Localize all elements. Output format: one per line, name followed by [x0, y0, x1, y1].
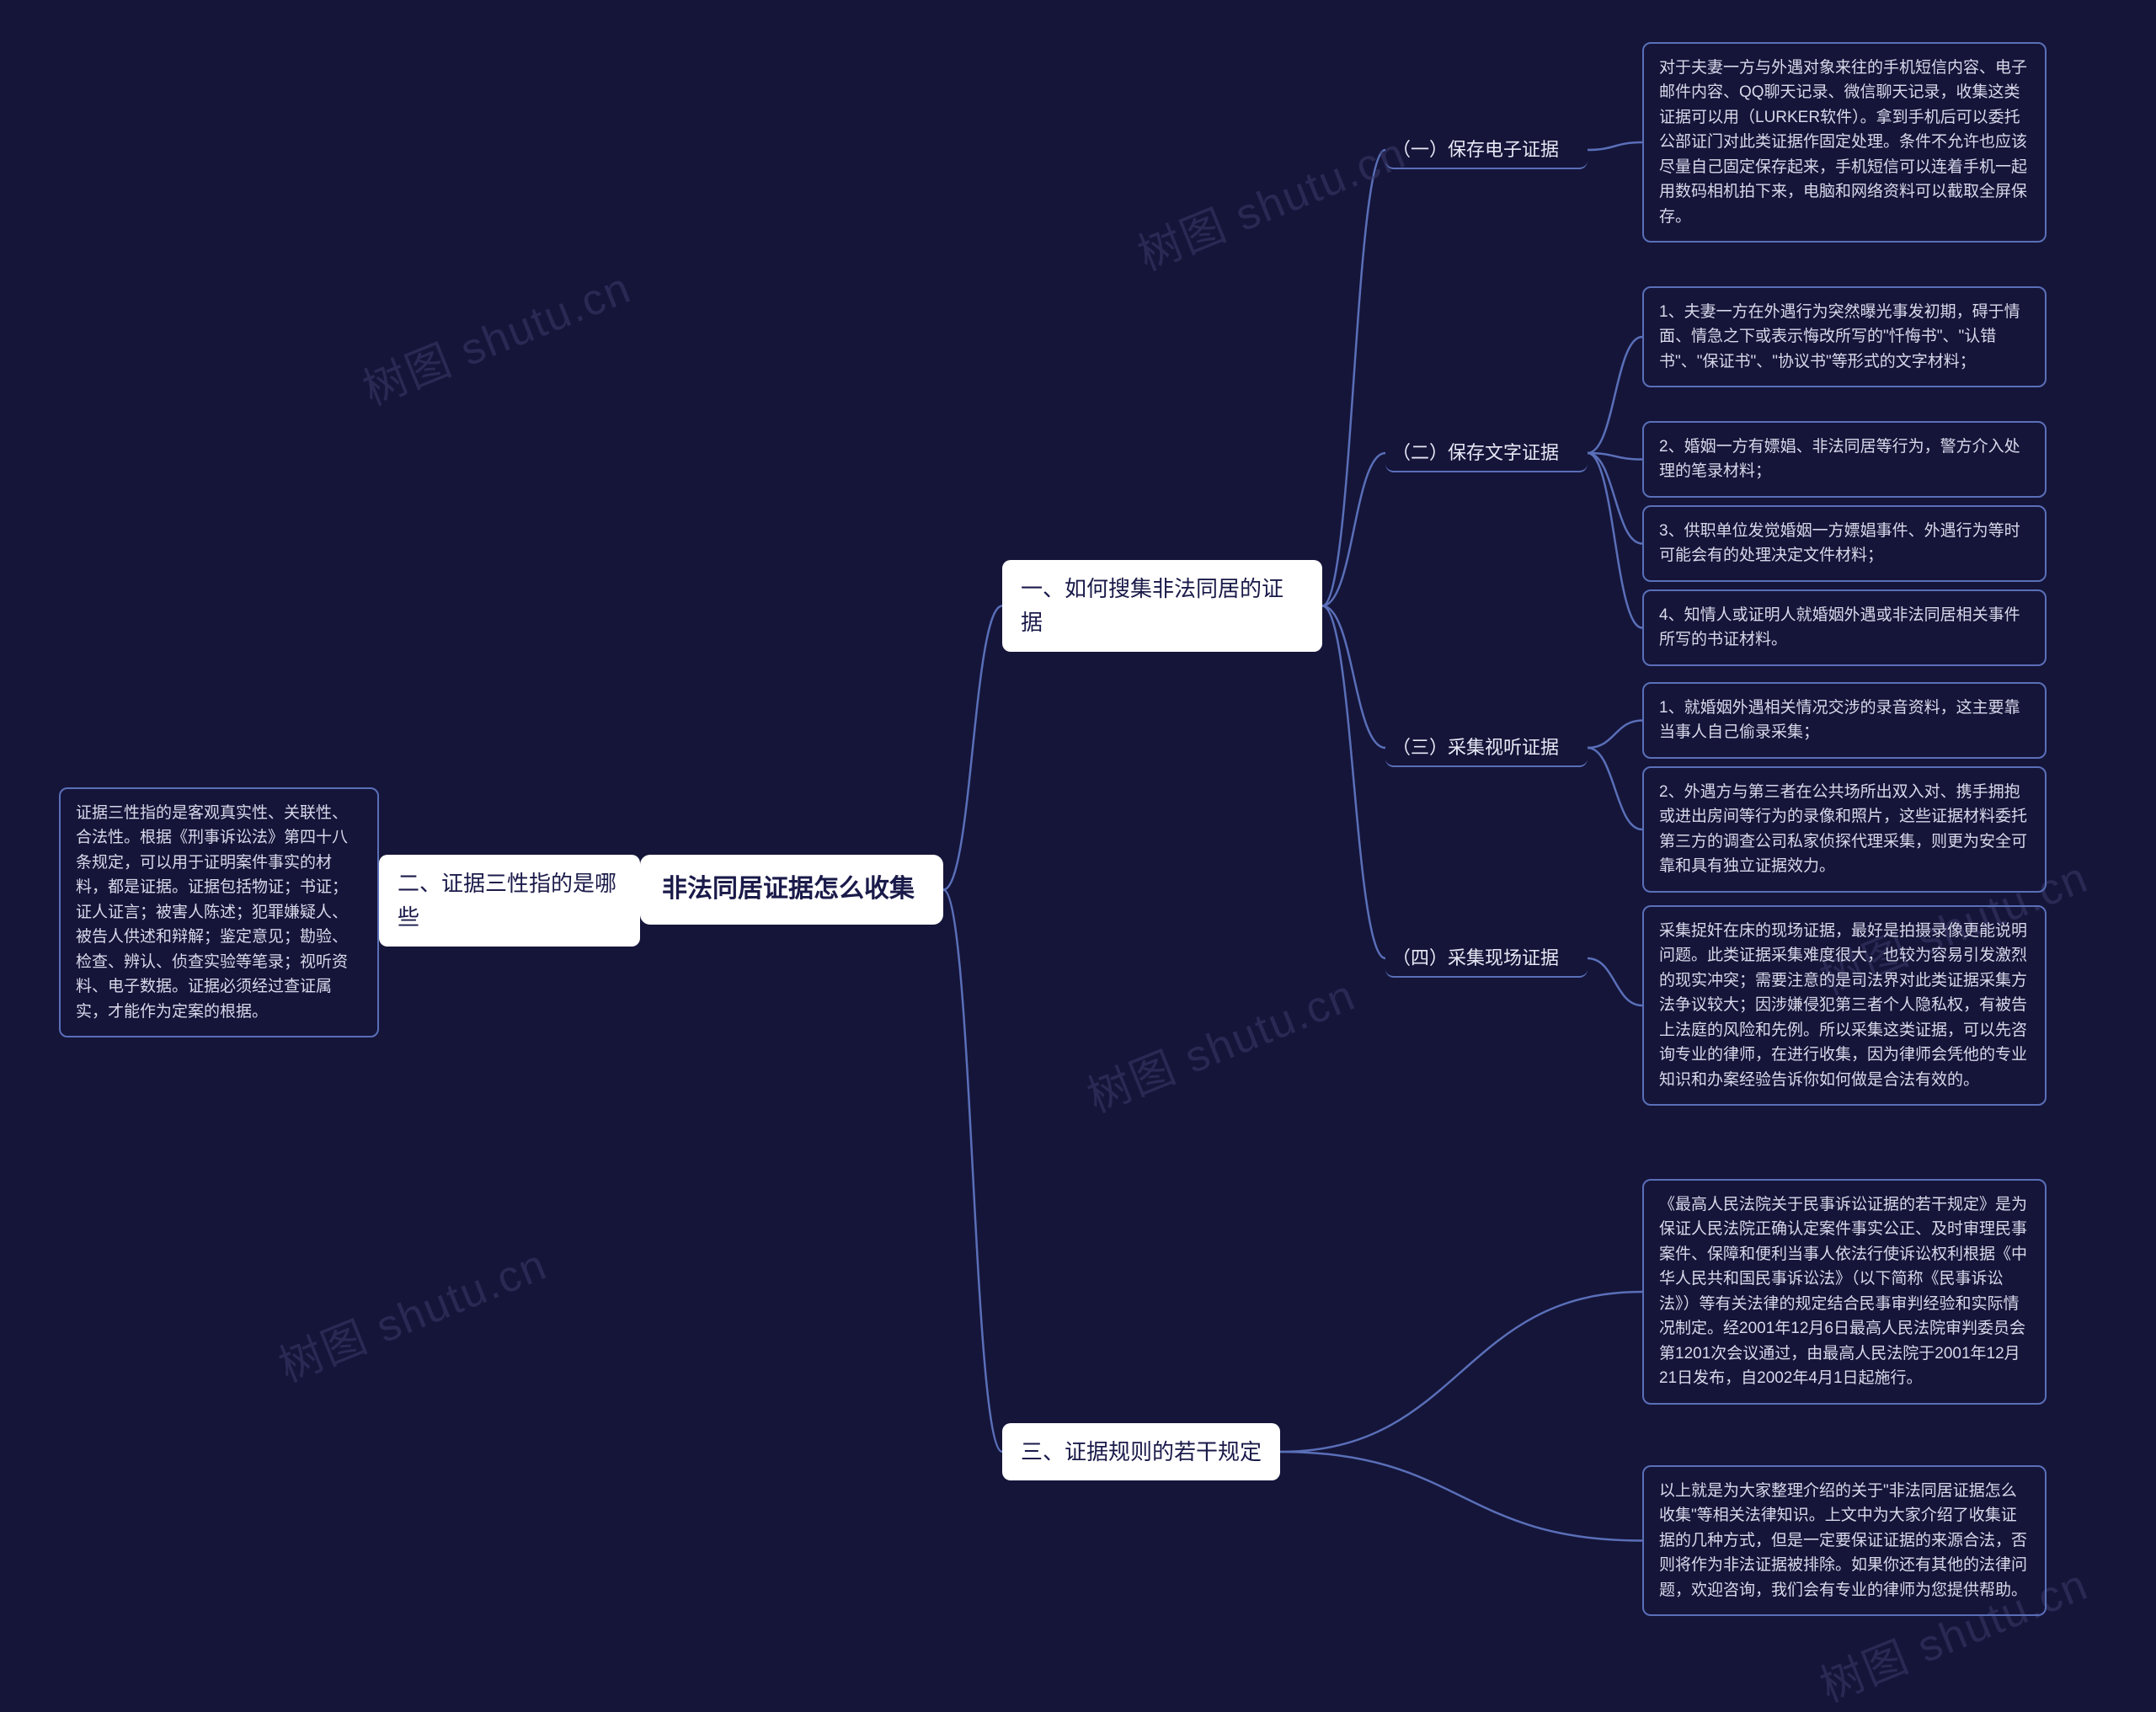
leaf-1-2-0[interactable]: 1、夫妻一方在外遇行为突然曝光事发初期，碍于情面、情急之下或表示悔改所写的"忏悔… [1642, 286, 2047, 387]
watermark: 树图 shutu.cn [352, 253, 639, 418]
watermark: 树图 shutu.cn [268, 1229, 555, 1395]
branch-3[interactable]: 三、证据规则的若干规定 [1002, 1423, 1280, 1480]
leaf-1-2-2[interactable]: 3、供职单位发觉婚姻一方嫖娼事件、外遇行为等时可能会有的处理决定文件材料； [1642, 505, 2047, 582]
leaf-3-0[interactable]: 《最高人民法院关于民事诉讼证据的若干规定》是为保证人民法院正确认定案件事实公正、… [1642, 1179, 2047, 1405]
sub-branch-1-1[interactable]: （一）保存电子证据 [1385, 131, 1588, 169]
leaf-2-0[interactable]: 证据三性指的是客观真实性、关联性、合法性。根据《刑事诉讼法》第四十八条规定，可以… [59, 787, 379, 1037]
leaf-1-2-1[interactable]: 2、婚姻一方有嫖娼、非法同居等行为，警方介入处理的笔录材料； [1642, 421, 2047, 498]
branch-2[interactable]: 二、证据三性指的是哪些 [379, 855, 640, 947]
sub-branch-1-4[interactable]: （四）采集现场证据 [1385, 939, 1588, 978]
branch-1[interactable]: 一、如何搜集非法同居的证据 [1002, 560, 1322, 652]
leaf-1-3-1[interactable]: 2、外遇方与第三者在公共场所出双入对、携手拥抱或进出房间等行为的录像和照片，这些… [1642, 766, 2047, 893]
sub-branch-1-3[interactable]: （三）采集视听证据 [1385, 728, 1588, 767]
leaf-1-1-0[interactable]: 对于夫妻一方与外遇对象来往的手机短信内容、电子邮件内容、QQ聊天记录、微信聊天记… [1642, 42, 2047, 243]
watermark: 树图 shutu.cn [1076, 960, 1364, 1125]
watermark: 树图 shutu.cn [1127, 118, 1414, 283]
leaf-1-2-3[interactable]: 4、知情人或证明人就婚姻外遇或非法同居相关事件所写的书证材料。 [1642, 589, 2047, 666]
sub-branch-1-2[interactable]: （二）保存文字证据 [1385, 434, 1588, 472]
root-node[interactable]: 非法同居证据怎么收集 [640, 855, 943, 925]
leaf-3-1[interactable]: 以上就是为大家整理介绍的关于"非法同居证据怎么收集"等相关法律知识。上文中为大家… [1642, 1465, 2047, 1616]
leaf-1-4-0[interactable]: 采集捉奸在床的现场证据，最好是拍摄录像更能说明问题。此类证据采集难度很大，也较为… [1642, 905, 2047, 1106]
leaf-1-3-0[interactable]: 1、就婚姻外遇相关情况交涉的录音资料，这主要靠当事人自己偷录采集； [1642, 682, 2047, 759]
